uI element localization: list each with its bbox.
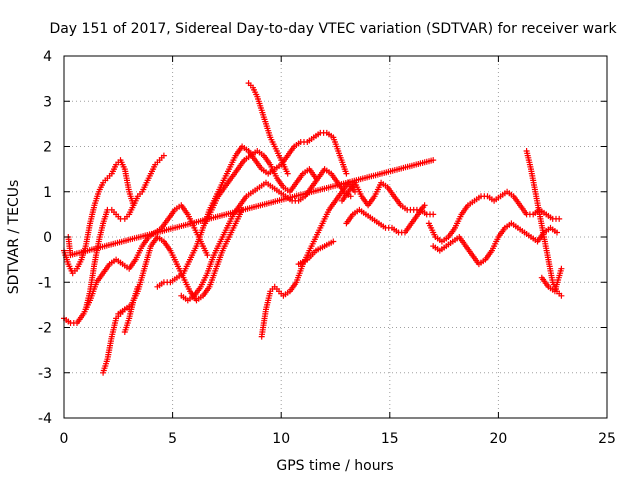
data-point [430,157,437,164]
data-point [430,211,437,218]
data-points [61,80,565,376]
data-point [556,215,563,222]
y-tick-label: 4 [43,49,52,65]
y-tick-label: 1 [43,185,52,201]
y-tick-label: 3 [43,94,52,110]
data-point [347,193,354,200]
data-point [558,292,565,299]
x-tick-label: 25 [598,431,616,447]
chart-title: Day 151 of 2017, Sidereal Day-to-day VTE… [49,21,617,37]
x-tick-label: 5 [168,431,177,447]
axis-ticks: 0 5 10 15 20 25 -4 -3 -2 -1 0 1 2 3 4 [38,49,616,447]
data-point [134,283,141,290]
data-point [343,170,350,177]
y-tick-label: 2 [43,140,52,156]
y-tick-label: -3 [38,366,52,382]
data-point [421,202,428,209]
data-point [313,175,319,182]
x-tick-label: 0 [60,431,69,447]
y-axis-label: SDTVAR / TECUs [6,180,22,295]
data-point [160,152,167,159]
x-tick-label: 20 [489,431,507,447]
x-tick-label: 10 [272,431,290,447]
data-point [330,238,337,245]
x-axis-label: GPS time / hours [276,458,393,474]
data-point [554,229,560,236]
data-point [284,170,291,177]
y-tick-label: -2 [38,321,52,337]
y-tick-label: -1 [38,275,52,291]
data-point [204,252,211,259]
x-tick-label: 15 [381,431,399,447]
data-point [558,265,565,272]
y-tick-label: 0 [43,230,52,246]
y-tick-label: -4 [38,411,52,427]
